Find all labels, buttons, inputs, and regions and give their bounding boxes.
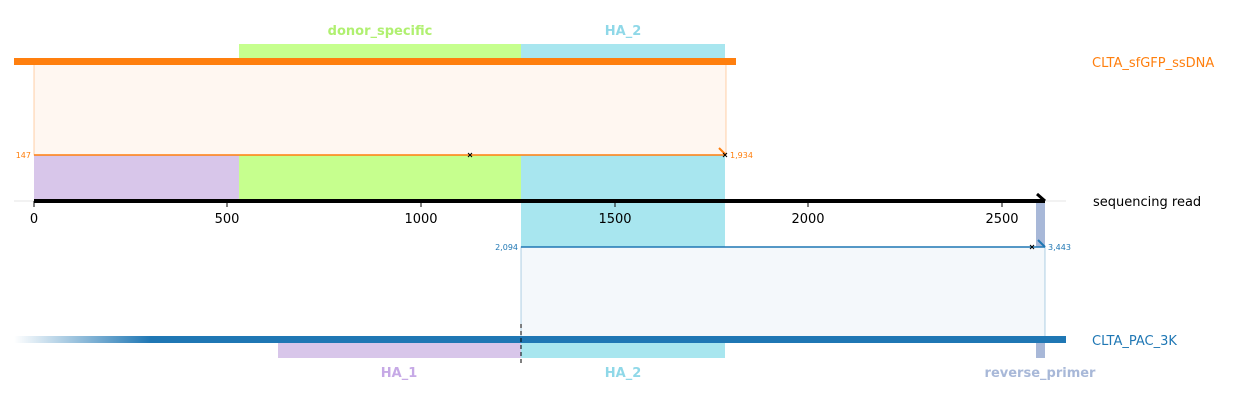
top-cross-marker-end [722,152,728,158]
top-alignment-end-label: 1,934 [730,151,753,160]
top-ha2-block [521,44,725,61]
bottom-alignment-end-label: 3,443 [1048,243,1071,252]
bottom-reverse-primer-block [1036,343,1045,358]
bottom-ha2-label: HA_2 [605,366,642,381]
tick-label-0: 0 [30,212,38,227]
tick-label-500: 500 [215,212,240,227]
read-axis-arrow-head [1036,192,1046,203]
read-reverse-primer-block [1036,201,1045,247]
read-donor-specific-block [239,155,521,200]
tick-label-1500: 1500 [598,212,631,227]
bottom-alignment-start-label: 2,094 [495,243,518,252]
top-donor-specific-label: donor_specific [328,24,433,39]
bottom-cross-marker-end [1029,244,1035,250]
top-reference-bar [14,58,736,65]
bottom-ha2-block [521,343,725,358]
read-axis-label: sequencing read [1093,195,1201,210]
bottom-reference-name: CLTA_PAC_3K [1092,334,1177,349]
bottom-ha1-block [278,343,521,358]
bottom-alignment-region [520,246,1046,341]
tick-label-2000: 2000 [791,212,824,227]
top-ha2-label: HA_2 [605,24,642,39]
top-donor-specific-block [239,44,521,61]
top-alignment-start-label: 147 [16,151,31,160]
bottom-reference-bar [14,336,1066,343]
read-axis-ticks [33,201,1003,207]
top-reference-name: CLTA_sfGFP_ssDNA [1092,56,1214,71]
bottom-alignment-end-hook [1037,239,1046,248]
bottom-reverse-primer-label: reverse_primer [985,366,1097,381]
read-ha1-block [34,155,239,200]
bottom-ha1-label: HA_1 [381,366,418,381]
tick-label-1000: 1000 [404,212,437,227]
top-alignment-end-hook [718,147,727,156]
top-cross-marker-mid [467,152,473,158]
tick-label-2500: 2500 [985,212,1018,227]
top-alignment-region [33,61,727,156]
